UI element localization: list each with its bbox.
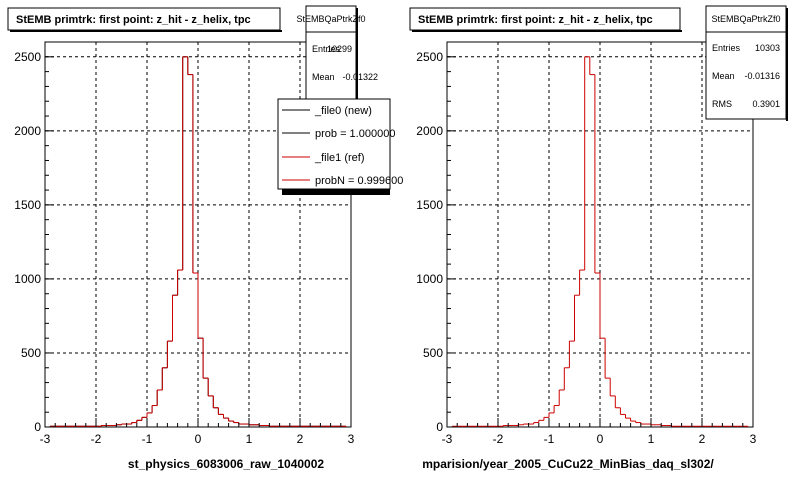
legend: _file0 (new) prob = 1.000000 _file1 (ref… [277, 98, 403, 195]
x-tick-label: 0 [597, 432, 604, 446]
title-box: StEMB primtrk: first point: z_hit - z_he… [7, 7, 282, 32]
grid [447, 42, 753, 427]
x-axis-label: mparision/year_2005_CuCu22_MinBias_daq_s… [422, 457, 714, 471]
x-tick-label: -3 [40, 432, 51, 446]
y-tick-label: 0 [34, 420, 41, 434]
y-tick-label: 2000 [14, 124, 41, 138]
y-tick-label: 2500 [416, 50, 443, 64]
stats-rms-value: 0.3901 [752, 99, 780, 109]
y-tick-label: 1000 [416, 272, 443, 286]
stats-mean-value: -0.01322 [342, 72, 378, 82]
histogram-series [49, 56, 347, 427]
y-axis: 0 500 1000 1500 2000 2500 [14, 50, 54, 434]
y-tick-label: 2500 [14, 50, 41, 64]
legend-label-probn: probN = 0.999600 [315, 175, 403, 187]
x-tick-label: 2 [297, 432, 304, 446]
x-tick-label: 1 [246, 432, 253, 446]
y-tick-label: 1000 [14, 272, 41, 286]
stats-entries-value: 10299 [327, 44, 352, 54]
x-tick-label: 1 [648, 432, 655, 446]
stats-mean-label: Mean [712, 71, 735, 81]
x-tick-label: 3 [348, 432, 355, 446]
legend-label-file1: _file1 (ref) [314, 152, 365, 164]
stats-mean-label: Mean [312, 72, 335, 82]
histogram-panel-left: -3 -2 -1 0 1 2 3 0 500 1000 1500 2000 2500 StEMB pr… [7, 5, 403, 471]
stats-entries-label: Entries [712, 43, 741, 53]
chart-title: StEMB primtrk: first point: z_hit - z_he… [16, 14, 251, 26]
y-tick-label: 500 [423, 346, 443, 360]
x-tick-label: 2 [699, 432, 706, 446]
x-axis: -3 -2 -1 0 1 2 3 [40, 418, 355, 446]
y-tick-label: 0 [436, 420, 443, 434]
x-tick-label: -1 [544, 432, 555, 446]
x-tick-label: 0 [195, 432, 202, 446]
title-box: StEMB primtrk: first point: z_hit - z_he… [409, 7, 682, 32]
x-axis-label: st_physics_6083006_raw_1040002 [128, 457, 324, 471]
x-tick-label: -2 [91, 432, 102, 446]
stats-rms-label: RMS [712, 99, 732, 109]
stats-mean-value: -0.01316 [744, 71, 780, 81]
y-tick-label: 1500 [14, 198, 41, 212]
x-tick-label: -1 [142, 432, 153, 446]
x-tick-label: -3 [442, 432, 453, 446]
chart-title: StEMB primtrk: first point: z_hit - z_he… [418, 14, 653, 26]
y-tick-label: 500 [21, 346, 41, 360]
stats-box: StEMBQaPtrkZf0 Entries 10303 Mean -0.013… [705, 5, 788, 121]
legend-label-file0: _file0 (new) [314, 105, 372, 117]
x-axis: -3 -2 -1 0 1 2 3 [442, 418, 757, 446]
stats-name: StEMBQaPtrkZf0 [711, 14, 780, 24]
histogram-panel-right: -3 -2 -1 0 1 2 3 0 500 1000 1500 2000 2500 StEMB pr… [409, 5, 788, 471]
stats-name: StEMBQaPtrkZf0 [296, 14, 365, 24]
legend-label-prob: prob = 1.000000 [315, 128, 395, 140]
stats-box: StEMBQaPtrkZf0 Entries 10299 Mean -0.013… [296, 5, 378, 102]
y-tick-label: 1500 [416, 198, 443, 212]
y-axis: 0 500 1000 1500 2000 2500 [416, 50, 456, 434]
histogram-series [451, 56, 749, 427]
y-tick-label: 2000 [416, 124, 443, 138]
stats-entries-value: 10303 [755, 43, 780, 53]
x-tick-label: 3 [750, 432, 757, 446]
stats-entries-label: Entries [312, 44, 341, 54]
x-tick-label: -2 [493, 432, 504, 446]
